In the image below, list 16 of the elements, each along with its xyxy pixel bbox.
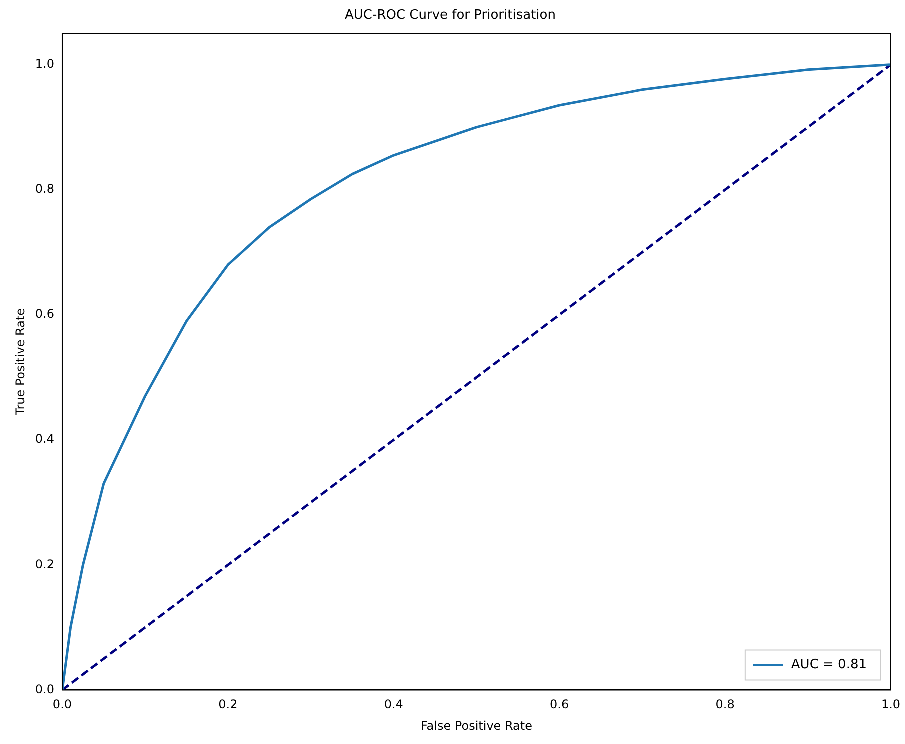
y-tick-label: 0.8: [35, 182, 54, 196]
x-tick-label: 1.0: [881, 698, 901, 712]
x-tick-label: 0.0: [52, 698, 72, 712]
y-tick-label: 1.0: [35, 56, 54, 71]
y-tick-label: 0.2: [35, 557, 54, 572]
y-tick-label: 0.0: [35, 682, 54, 696]
legend-label: AUC = 0.81: [791, 658, 868, 673]
x-tick-label: 0.4: [384, 698, 404, 712]
x-tick-label: 0.8: [716, 698, 735, 712]
x-tick-label: 0.6: [550, 698, 570, 712]
chart-title: AUC-ROC Curve for Prioritisation: [345, 8, 556, 24]
y-axis-title: True Positive Rate: [13, 308, 28, 416]
y-tick-label: 0.6: [35, 307, 54, 322]
x-tick-label: 0.2: [218, 698, 238, 712]
y-tick-label: 0.4: [35, 432, 54, 446]
x-axis-title: False Positive Rate: [420, 718, 533, 733]
